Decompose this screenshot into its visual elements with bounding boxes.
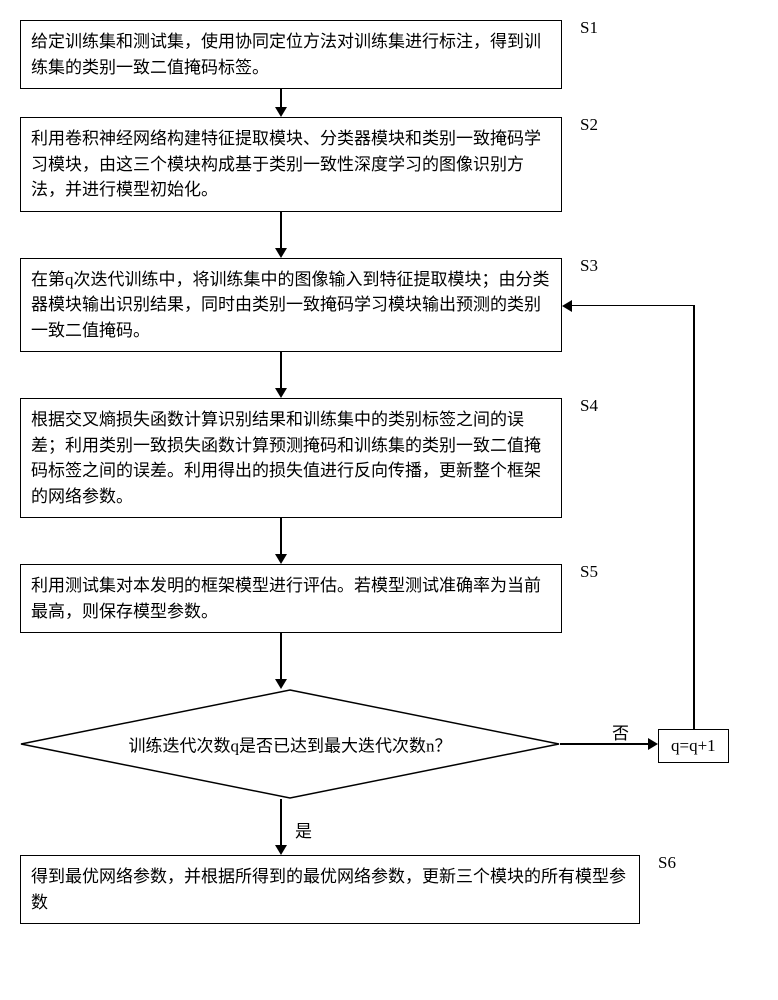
arrow-s5-decision bbox=[20, 633, 760, 689]
decision-row: 训练迭代次数q是否已达到最大迭代次数n？ 否 q=q+1 bbox=[20, 689, 760, 799]
increment-box: q=q+1 bbox=[658, 729, 729, 763]
step-s1-row: 给定训练集和测试集，使用协同定位方法对训练集进行标注，得到训练集的类别一致二值掩… bbox=[20, 20, 760, 89]
arrow-s3-s4 bbox=[20, 352, 760, 398]
step-s4-row: 根据交叉熵损失函数计算识别结果和训练集中的类别标签之间的误差；利用类别一致损失函… bbox=[20, 398, 760, 518]
step-s1-text: 给定训练集和测试集，使用协同定位方法对训练集进行标注，得到训练集的类别一致二值掩… bbox=[31, 32, 541, 77]
no-label: 否 bbox=[612, 719, 629, 744]
decision-diamond: 训练迭代次数q是否已达到最大迭代次数n？ bbox=[20, 689, 560, 799]
increment-text: q=q+1 bbox=[671, 736, 716, 755]
step-s2-label: S2 bbox=[580, 115, 598, 135]
step-s6-row: 得到最优网络参数，并根据所得到的最优网络参数，更新三个模块的所有模型参数 S6 bbox=[20, 855, 760, 924]
step-s6-box: 得到最优网络参数，并根据所得到的最优网络参数，更新三个模块的所有模型参数 bbox=[20, 855, 640, 924]
step-s3-box: 在第q次迭代训练中，将训练集中的图像输入到特征提取模块；由分类器模块输出识别结果… bbox=[20, 258, 562, 353]
arrow-decision-s6: 是 bbox=[20, 799, 760, 855]
arrow-s2-s3 bbox=[20, 212, 760, 258]
step-s4-box: 根据交叉熵损失函数计算识别结果和训练集中的类别标签之间的误差；利用类别一致损失函… bbox=[20, 398, 562, 518]
step-s3-label: S3 bbox=[580, 256, 598, 276]
feedback-horizontal-line bbox=[572, 305, 695, 307]
step-s3-text: 在第q次迭代训练中，将训练集中的图像输入到特征提取模块；由分类器模块输出识别结果… bbox=[31, 270, 550, 340]
yes-label: 是 bbox=[295, 817, 312, 842]
no-branch-arrowhead bbox=[648, 738, 658, 750]
step-s1-box: 给定训练集和测试集，使用协同定位方法对训练集进行标注，得到训练集的类别一致二值掩… bbox=[20, 20, 562, 89]
decision-text: 训练迭代次数q是否已达到最大迭代次数n？ bbox=[129, 732, 452, 757]
step-s2-row: 利用卷积神经网络构建特征提取模块、分类器模块和类别一致掩码学习模块，由这三个模块… bbox=[20, 117, 760, 212]
arrow-s1-s2 bbox=[20, 89, 760, 117]
arrow-s4-s5 bbox=[20, 518, 760, 564]
step-s5-box: 利用测试集对本发明的框架模型进行评估。若模型测试准确率为当前最高，则保存模型参数… bbox=[20, 564, 562, 633]
feedback-vertical-line bbox=[693, 305, 695, 729]
step-s5-text: 利用测试集对本发明的框架模型进行评估。若模型测试准确率为当前最高，则保存模型参数… bbox=[31, 576, 541, 621]
step-s4-text: 根据交叉熵损失函数计算识别结果和训练集中的类别标签之间的误差；利用类别一致损失函… bbox=[31, 410, 541, 506]
flowchart-container: 给定训练集和测试集，使用协同定位方法对训练集进行标注，得到训练集的类别一致二值掩… bbox=[20, 20, 760, 924]
no-branch-line bbox=[560, 743, 650, 745]
step-s1-label: S1 bbox=[580, 18, 598, 38]
step-s5-label: S5 bbox=[580, 562, 598, 582]
step-s5-row: 利用测试集对本发明的框架模型进行评估。若模型测试准确率为当前最高，则保存模型参数… bbox=[20, 564, 760, 633]
step-s6-text: 得到最优网络参数，并根据所得到的最优网络参数，更新三个模块的所有模型参数 bbox=[31, 867, 626, 912]
step-s6-label: S6 bbox=[658, 853, 676, 873]
step-s4-label: S4 bbox=[580, 396, 598, 416]
step-s2-text: 利用卷积神经网络构建特征提取模块、分类器模块和类别一致掩码学习模块，由这三个模块… bbox=[31, 129, 541, 199]
step-s2-box: 利用卷积神经网络构建特征提取模块、分类器模块和类别一致掩码学习模块，由这三个模块… bbox=[20, 117, 562, 212]
feedback-arrowhead bbox=[562, 300, 572, 312]
